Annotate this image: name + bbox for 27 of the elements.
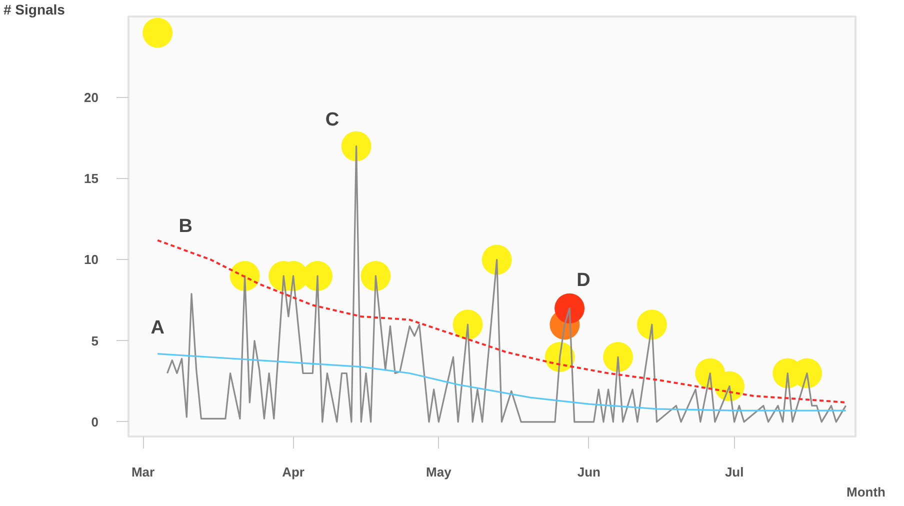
y-tick-label: 10 — [84, 252, 99, 268]
y-tick-label: 5 — [91, 333, 99, 348]
y-tick-label: 0 — [91, 414, 99, 430]
annotation: C — [325, 110, 340, 131]
point — [360, 260, 391, 291]
annotation: B — [178, 216, 192, 237]
x-tick-label: Mar — [131, 464, 155, 480]
x-tick-label: Jul — [724, 464, 744, 480]
y-tick-label: 20 — [84, 90, 99, 106]
x-axis-title: Month — [846, 484, 886, 500]
annotation: D — [576, 270, 590, 291]
point — [142, 18, 173, 48]
point — [554, 293, 585, 324]
point — [482, 244, 512, 275]
y-axis-title: # Signals — [4, 2, 66, 18]
point — [636, 310, 667, 340]
x-tick-label: May — [426, 464, 452, 480]
point — [230, 260, 260, 291]
x-tick-label: Jun — [577, 464, 601, 480]
line-series — [156, 352, 847, 412]
point — [603, 342, 634, 372]
x-tick-label: Apr — [282, 464, 304, 480]
line-series — [166, 145, 847, 423]
annotation: A — [150, 317, 165, 338]
y-tick-label: 15 — [84, 171, 99, 186]
point — [341, 131, 372, 162]
point — [452, 310, 483, 340]
